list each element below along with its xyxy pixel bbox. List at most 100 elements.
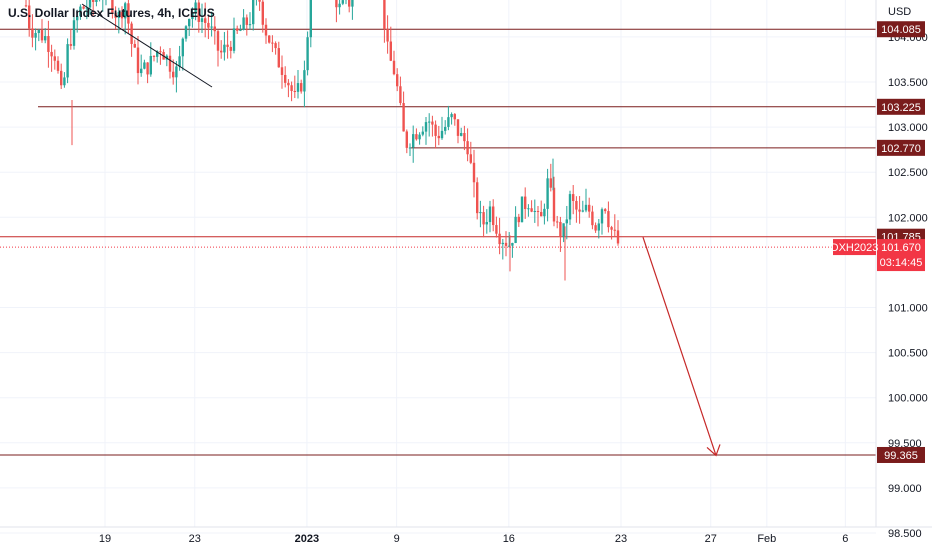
candle-body xyxy=(95,0,98,2)
candle-body xyxy=(146,62,149,75)
candle-body xyxy=(533,210,536,212)
level-badge-label: 104.085 xyxy=(881,24,921,36)
price-tick-label: 102.000 xyxy=(888,212,928,224)
level-badge xyxy=(877,98,925,115)
horizontal-levels xyxy=(0,28,876,456)
candle-body xyxy=(559,221,562,237)
candle-body xyxy=(463,133,466,142)
candlesticks xyxy=(24,0,620,281)
candle-body xyxy=(469,154,472,163)
candle-body xyxy=(287,82,290,86)
candle-body xyxy=(92,0,95,2)
candle-body xyxy=(610,227,613,230)
candle-body xyxy=(72,20,76,46)
candle-body xyxy=(616,230,620,244)
level-badge xyxy=(877,446,925,463)
candle-body xyxy=(482,212,485,225)
candle-body xyxy=(508,245,511,247)
candle-body xyxy=(140,68,143,74)
candle-body xyxy=(156,51,159,57)
level-badge-label: 99.365 xyxy=(884,450,918,462)
candle-body xyxy=(492,206,495,226)
candle-body xyxy=(613,229,616,231)
candle-body xyxy=(543,208,546,217)
candle-body xyxy=(66,44,69,78)
candle-body xyxy=(348,0,351,7)
candle-body xyxy=(60,70,63,86)
target-arrow-line xyxy=(642,236,717,456)
candle-body xyxy=(396,74,399,87)
candle-body xyxy=(568,194,572,220)
time-tick-label: 6 xyxy=(842,533,848,545)
candle-body xyxy=(258,0,261,2)
candle-body xyxy=(261,1,264,25)
candle-body xyxy=(431,121,434,125)
candle-body xyxy=(143,62,146,69)
candle-body xyxy=(111,0,114,13)
candle-body xyxy=(607,211,610,228)
candle-body xyxy=(530,208,533,212)
candle-body xyxy=(53,56,56,61)
candle-body xyxy=(591,211,594,226)
candle-body xyxy=(456,119,460,136)
candle-body xyxy=(434,124,437,136)
candle-body xyxy=(34,33,37,38)
price-tick-label: 103.000 xyxy=(888,122,928,134)
candle-body xyxy=(82,6,85,9)
time-tick-label: Feb xyxy=(757,533,776,545)
candle-body xyxy=(552,187,556,222)
candle-body xyxy=(540,211,543,217)
candle-body xyxy=(149,55,152,75)
price-tick-label: 98.500 xyxy=(888,528,922,540)
candle-body xyxy=(428,121,431,123)
candle-body xyxy=(124,3,127,19)
candle-body xyxy=(495,225,498,234)
candle-body xyxy=(594,225,597,231)
candle-body xyxy=(402,103,405,132)
candle-body xyxy=(578,209,581,212)
candle-body xyxy=(159,51,162,53)
candle-body xyxy=(220,50,223,53)
price-tick-label: 100.000 xyxy=(888,393,928,405)
candle-body xyxy=(120,12,124,19)
candle-body xyxy=(536,210,540,212)
candle-body xyxy=(588,204,591,212)
candle-body xyxy=(450,114,453,118)
candle-body xyxy=(581,210,584,212)
candle-body xyxy=(152,55,156,57)
candle-body xyxy=(565,219,568,224)
candle-body xyxy=(335,0,338,8)
price-axis[interactable]: 104.000103.500103.000102.500102.000101.0… xyxy=(888,32,928,540)
candle-body xyxy=(290,85,293,91)
candle-body xyxy=(264,24,268,36)
candle-body xyxy=(207,22,210,28)
time-tick-label: 19 xyxy=(99,533,111,545)
candle-body xyxy=(341,0,344,4)
candle-body xyxy=(184,26,188,39)
candle-body xyxy=(399,86,402,104)
candle-body xyxy=(63,77,66,86)
candle-body xyxy=(412,134,415,148)
candle-body xyxy=(194,2,197,14)
time-tick-label: 27 xyxy=(705,533,717,545)
level-badge-label: 103.225 xyxy=(881,102,921,114)
candle-body xyxy=(572,194,575,201)
level-badge xyxy=(877,21,925,38)
candle-body xyxy=(181,38,184,57)
time-axis[interactable]: 19 23 2023 9 16 23 27 Feb 6 xyxy=(99,533,849,545)
time-tick-label: 2023 xyxy=(295,533,319,545)
candle-body xyxy=(386,29,389,42)
level-badge xyxy=(877,139,925,156)
candle-body xyxy=(114,12,117,18)
candle-body xyxy=(418,134,421,140)
trendline xyxy=(81,3,213,88)
candle-body xyxy=(485,222,488,225)
candle-body xyxy=(136,47,140,74)
candle-body xyxy=(28,5,31,29)
price-tick-label: 99.000 xyxy=(888,483,922,495)
candle-body xyxy=(389,41,392,61)
candle-body xyxy=(213,26,216,32)
candle-body xyxy=(117,12,120,18)
price-tick-label: 101.000 xyxy=(888,303,928,315)
